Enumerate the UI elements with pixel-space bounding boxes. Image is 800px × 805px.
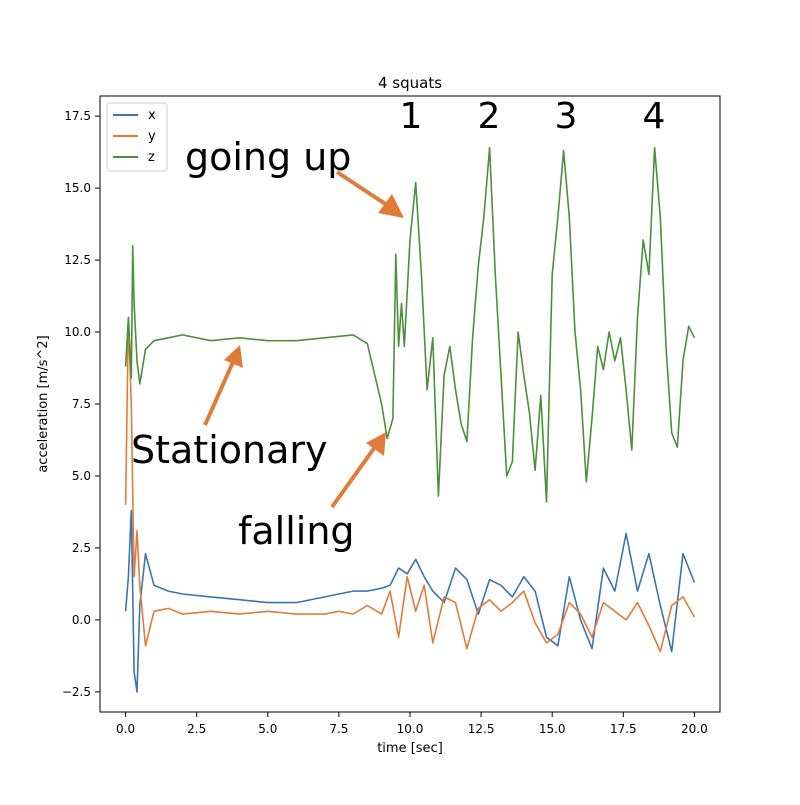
axis-ticks: 0.0 2.5 5.0 7.5 10.0 12.5 15.0 17.5 20.0 −2.5 0.0 2… — [62, 109, 708, 736]
arrow-falling — [330, 432, 386, 509]
annotation-going-up: going up — [185, 135, 351, 179]
annotation-squat-3: 3 — [555, 96, 578, 137]
x-axis-label: time [sec] — [377, 741, 443, 756]
legend-label-y: y — [148, 129, 156, 144]
arrow-falling-shaft — [330, 445, 377, 509]
annotation-stationary: Stationary — [131, 428, 328, 472]
series-line-x — [124, 509, 696, 693]
arrow-falling-head — [366, 432, 386, 456]
series-line-y — [124, 316, 696, 653]
x-tick-label: 20.0 — [681, 722, 708, 736]
x-tick-label: 12.5 — [468, 722, 495, 736]
x-tick-label: 0.0 — [116, 722, 135, 736]
legend-label-x: x — [148, 108, 156, 123]
arrow-stationary-head — [224, 345, 243, 368]
arrow-going-up-shaft — [335, 170, 392, 209]
arrow-stationary — [203, 345, 243, 426]
y-tick-label: 10.0 — [64, 325, 91, 339]
legend: x y z — [106, 102, 168, 172]
y-axis-label: acceleration [m/s^2] — [36, 335, 51, 472]
y-tick-label: 17.5 — [64, 109, 91, 123]
x-tick-label: 15.0 — [539, 722, 566, 736]
y-tick-label: 5.0 — [72, 469, 91, 483]
series-lines — [124, 147, 696, 693]
annotations: going up Stationary falling 1 2 3 4 — [131, 96, 665, 553]
chart-title: 4 squats — [378, 74, 442, 92]
legend-label-z: z — [148, 150, 155, 165]
y-tick-label: 7.5 — [72, 397, 91, 411]
series-line-z — [124, 147, 696, 503]
arrow-going-up-head — [378, 194, 404, 218]
annotation-squat-4: 4 — [643, 96, 666, 137]
x-tick-label: 2.5 — [187, 722, 206, 736]
plot-area-frame — [99, 95, 721, 713]
x-tick-label: 5.0 — [258, 722, 277, 736]
y-tick-label: 12.5 — [64, 253, 91, 267]
arrow-going-up — [335, 170, 404, 218]
y-tick-label: 15.0 — [64, 181, 91, 195]
x-tick-label: 7.5 — [329, 722, 348, 736]
annotation-squat-1: 1 — [400, 96, 423, 137]
annotation-falling: falling — [238, 509, 355, 553]
annotation-squat-2: 2 — [478, 96, 501, 137]
x-tick-label: 10.0 — [397, 722, 424, 736]
y-tick-label: −2.5 — [62, 685, 91, 699]
y-tick-label: 2.5 — [72, 541, 91, 555]
x-tick-label: 17.5 — [610, 722, 637, 736]
y-tick-label: 0.0 — [72, 613, 91, 627]
arrow-stationary-shaft — [203, 361, 235, 426]
